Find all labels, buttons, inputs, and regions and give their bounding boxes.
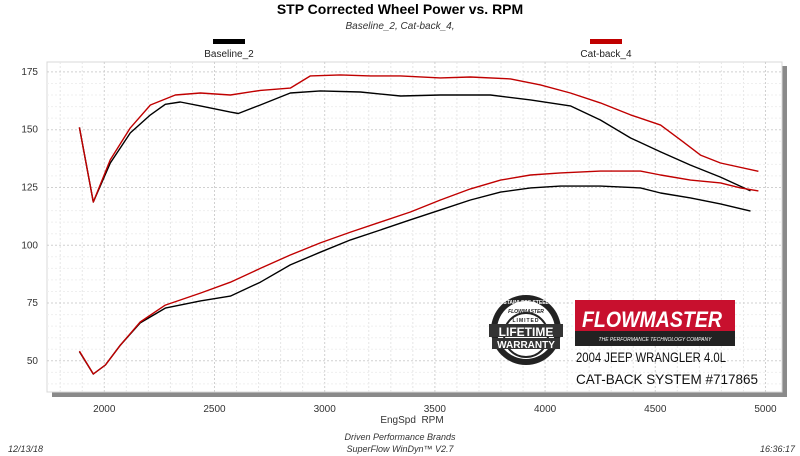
footer-date: 12/13/18 (8, 444, 43, 454)
badge-top-text: STAINLESS STEEL (503, 300, 548, 306)
legend-swatch-baseline (213, 39, 245, 44)
x-axis-label: EngSpd RPM (380, 415, 443, 426)
flowmaster-tagline: THE PERFORMANCE TECHNOLOGY COMPANY (599, 337, 713, 343)
plot-shadow-right (782, 66, 787, 397)
vehicle-text: 2004 JEEP WRANGLER 4.0L (576, 349, 726, 365)
chart-title: STP Corrected Wheel Power vs. RPM (277, 1, 523, 17)
y-tick-label: 125 (21, 182, 38, 193)
x-tick-label: 3500 (424, 404, 447, 415)
y-tick-label: 50 (27, 356, 39, 367)
x-tick-label: 2500 (203, 404, 226, 415)
y-tick-label: 150 (21, 125, 38, 136)
flowmaster-brand-text: FLOWMASTER (582, 307, 722, 332)
x-tick-label: 4000 (534, 404, 557, 415)
series-line-baseline-upper (78, 90, 751, 203)
plot-shadow-bottom (52, 392, 787, 397)
legend-label-catback: Cat-back_4 (580, 49, 632, 60)
legend-swatch-catback (590, 39, 622, 44)
x-axis: 2000 2500 3000 3500 4000 4500 5000 (93, 404, 777, 415)
series-lines (78, 74, 759, 375)
x-tick-label: 4500 (644, 404, 667, 415)
x-tick-label: 2000 (93, 404, 116, 415)
footer-company: Driven Performance Brands (344, 432, 456, 442)
badge-warranty-text: WARRANTY (497, 340, 555, 351)
product-text: CAT-BACK SYSTEM #717865 (576, 371, 758, 387)
lifetime-warranty-badge: STAINLESS STEEL FLOWMASTER LIMITED LIFET… (489, 295, 563, 365)
badge-brand-text: FLOWMASTER (508, 309, 544, 315)
y-axis: 50 75 100 125 150 175 (21, 67, 38, 367)
footer-software: SuperFlow WinDyn™ V2.7 (347, 444, 455, 454)
badge-limited-text: LIMITED (513, 318, 540, 324)
legend: Baseline_2 Cat-back_4 (204, 39, 632, 60)
badge-lifetime-text: LIFETIME (499, 325, 554, 339)
flowmaster-logo: FLOWMASTER THE PERFORMANCE TECHNOLOGY CO… (575, 300, 735, 346)
y-tick-label: 175 (21, 67, 38, 78)
series-line-catback-lower (78, 170, 759, 375)
footer-time: 16:36:17 (760, 444, 796, 454)
legend-label-baseline: Baseline_2 (204, 49, 254, 60)
series-line-catback-upper (78, 74, 759, 203)
x-tick-label: 5000 (754, 404, 777, 415)
chart-subtitle: Baseline_2, Cat-back_4, (346, 21, 455, 32)
y-tick-label: 100 (21, 240, 38, 251)
x-tick-label: 3000 (314, 404, 337, 415)
y-tick-label: 75 (27, 298, 39, 309)
